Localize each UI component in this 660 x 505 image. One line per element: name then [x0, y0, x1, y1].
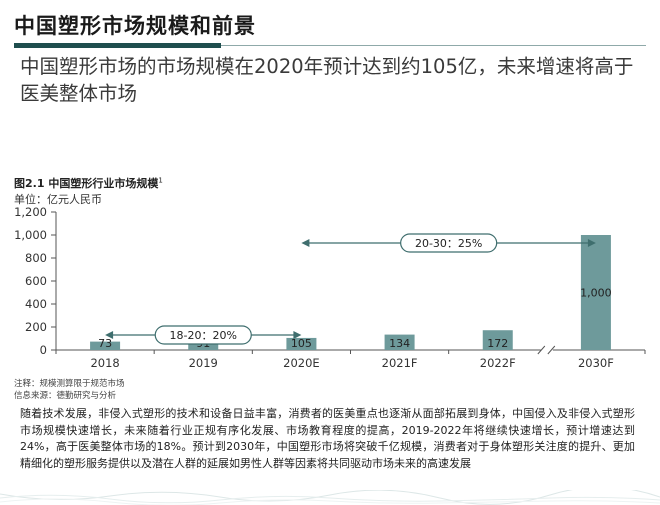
x-tick-label: 2018 — [90, 356, 119, 370]
y-tick-label: 800 — [25, 251, 47, 265]
arrow-head-left-icon — [105, 331, 114, 339]
figure-note: 注释：规模测算限于规范市场 — [14, 379, 125, 389]
figure-title-footnote-marker: 1 — [158, 176, 163, 185]
bar-value-label: 73 — [98, 337, 112, 350]
arrow-head-right-icon — [587, 239, 596, 247]
figure-unit: 单位：亿元人民币 — [14, 193, 102, 206]
bar-2022F — [482, 330, 513, 350]
arrow-head-right-icon — [293, 331, 302, 339]
growth-label-pill — [154, 325, 252, 345]
y-tick-label: 0 — [40, 343, 47, 357]
x-tick-label: 2021F — [382, 356, 418, 370]
bar-value-label: 105 — [291, 337, 312, 350]
figure-title: 图2.1 中国塑形行业市场规模1 — [14, 175, 163, 191]
growth-label-pill — [400, 233, 498, 253]
figure-source: 信息来源：德勤研究与分析 — [14, 391, 117, 401]
bar-2030F — [580, 235, 611, 350]
bar-2019 — [188, 339, 219, 350]
y-tick-label: 1,200 — [14, 205, 47, 219]
bar-value-label: 172 — [487, 337, 508, 350]
growth-label: 20-30：25% — [415, 237, 482, 250]
y-tick-label: 1,000 — [14, 228, 47, 242]
title-underline-bar — [14, 43, 221, 48]
x-tick-label: 2022F — [480, 356, 516, 370]
x-tick-label: 2020E — [283, 356, 320, 370]
growth-label: 18-20：20% — [170, 329, 237, 342]
figure-title-text: 图2.1 中国塑形行业市场规模 — [14, 177, 159, 190]
title-divider-line — [221, 45, 646, 46]
decorative-wave-pattern — [0, 490, 660, 505]
bar-2018 — [90, 341, 121, 350]
axis-break-gap — [540, 345, 553, 355]
bar-2021F — [384, 334, 415, 350]
bar-value-label: 134 — [389, 337, 410, 350]
axis-break-slash — [547, 345, 556, 355]
page-subtitle: 中国塑形市场的市场规模在2020年预计达到约105亿，未来增速将高于医美整体市场 — [20, 55, 634, 105]
y-tick-label: 600 — [25, 274, 47, 288]
bar-value-label: 1,000 — [580, 287, 612, 300]
y-tick-label: 200 — [25, 320, 47, 334]
body-paragraph: 随着技术发展，非侵入式塑形的技术和设备日益丰富，消费者的医美重点也逐渐从面部拓展… — [20, 407, 635, 470]
bar-chart: 02004006008001,0001,20073201891201910520… — [14, 205, 646, 370]
x-tick-label: 2030F — [578, 356, 614, 370]
bar-2020E — [286, 337, 317, 350]
x-tick-label: 2019 — [189, 356, 218, 370]
y-tick-label: 400 — [25, 297, 47, 311]
arrow-head-left-icon — [301, 239, 310, 247]
page-title: 中国塑形市场规模和前景 — [14, 14, 256, 38]
axis-break-slash — [537, 345, 546, 355]
